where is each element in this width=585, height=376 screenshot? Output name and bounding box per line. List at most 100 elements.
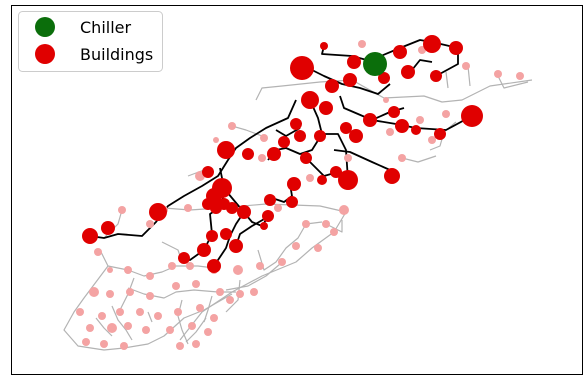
building-inactive bbox=[124, 266, 132, 274]
building-inactive bbox=[192, 340, 200, 348]
building-inactive bbox=[116, 308, 124, 316]
legend-chiller-label: Chiller bbox=[80, 18, 131, 37]
building-inactive bbox=[216, 288, 224, 296]
pipe-inactive bbox=[225, 263, 281, 291]
chiller-node bbox=[363, 52, 387, 76]
building-active bbox=[423, 35, 441, 53]
building-inactive bbox=[126, 288, 134, 296]
building-inactive bbox=[146, 220, 154, 228]
pipe-inactive bbox=[111, 305, 133, 341]
building-active bbox=[411, 125, 421, 135]
building-inactive bbox=[89, 287, 99, 297]
building-inactive bbox=[260, 134, 268, 142]
building-active bbox=[301, 91, 319, 109]
building-inactive bbox=[118, 206, 126, 214]
building-inactive bbox=[146, 272, 154, 280]
building-inactive bbox=[226, 296, 234, 304]
building-active bbox=[388, 106, 400, 118]
building-inactive bbox=[386, 128, 394, 136]
building-inactive bbox=[383, 97, 389, 103]
building-active bbox=[340, 122, 352, 134]
building-inactive bbox=[344, 154, 352, 162]
building-active bbox=[395, 119, 409, 133]
building-inactive bbox=[233, 265, 243, 275]
pipe-active bbox=[321, 45, 375, 63]
building-active bbox=[320, 42, 328, 50]
building-active bbox=[101, 221, 115, 235]
building-inactive bbox=[176, 342, 184, 350]
building-inactive bbox=[292, 242, 300, 250]
building-active bbox=[343, 73, 357, 87]
building-inactive bbox=[100, 340, 108, 348]
building-active bbox=[330, 166, 342, 178]
building-inactive bbox=[76, 308, 84, 316]
building-active bbox=[206, 230, 218, 242]
building-active bbox=[430, 70, 442, 82]
pipe-inactive bbox=[467, 65, 471, 87]
building-inactive bbox=[258, 154, 266, 162]
building-inactive bbox=[184, 204, 192, 212]
building-inactive bbox=[106, 290, 114, 298]
building-inactive bbox=[339, 205, 349, 215]
building-inactive bbox=[516, 72, 524, 80]
chiller-layer bbox=[363, 52, 387, 76]
building-active bbox=[317, 175, 327, 185]
building-inactive bbox=[172, 282, 180, 290]
pipe-inactive bbox=[95, 317, 113, 337]
pipe-inactive bbox=[63, 249, 233, 351]
building-inactive bbox=[166, 326, 174, 334]
legend-buildings-label: Buildings bbox=[80, 45, 153, 64]
building-active bbox=[207, 259, 221, 273]
building-inactive bbox=[196, 304, 204, 312]
building-active bbox=[237, 205, 251, 219]
building-inactive bbox=[236, 290, 244, 298]
building-inactive bbox=[494, 70, 502, 78]
building-active bbox=[149, 203, 167, 221]
building-inactive bbox=[146, 292, 154, 300]
building-active bbox=[325, 79, 339, 93]
building-inactive bbox=[142, 326, 150, 334]
building-active bbox=[378, 72, 390, 84]
building-inactive bbox=[213, 137, 219, 143]
pipe-inactive bbox=[225, 279, 241, 313]
building-inactive bbox=[86, 324, 94, 332]
building-inactive bbox=[188, 322, 196, 330]
building-active bbox=[349, 129, 363, 143]
building-active bbox=[197, 243, 211, 257]
pipe-active bbox=[89, 99, 297, 239]
legend: Chiller Buildings bbox=[18, 11, 163, 72]
building-inactive bbox=[462, 62, 470, 70]
building-active bbox=[287, 177, 301, 191]
legend-buildings-marker bbox=[35, 44, 55, 64]
building-active bbox=[260, 222, 268, 230]
building-inactive bbox=[168, 262, 176, 270]
building-inactive bbox=[192, 280, 200, 288]
building-active bbox=[290, 56, 314, 80]
building-active bbox=[229, 239, 243, 253]
building-active bbox=[393, 45, 407, 59]
building-active bbox=[226, 202, 238, 214]
building-inactive bbox=[228, 122, 236, 130]
building-inactive bbox=[154, 312, 162, 320]
building-inactive bbox=[107, 323, 117, 333]
building-inactive bbox=[358, 40, 366, 48]
building-inactive bbox=[398, 154, 406, 162]
building-inactive bbox=[306, 174, 314, 182]
building-inactive bbox=[330, 228, 338, 236]
building-active bbox=[262, 210, 274, 222]
building-inactive bbox=[107, 267, 113, 273]
pipe-inactive bbox=[325, 220, 343, 233]
pipe-inactive bbox=[177, 299, 189, 345]
building-inactive bbox=[302, 220, 310, 228]
building-active bbox=[461, 105, 483, 127]
building-inactive bbox=[442, 110, 450, 118]
building-active bbox=[278, 136, 290, 148]
building-inactive bbox=[204, 328, 212, 336]
building-inactive bbox=[174, 308, 182, 316]
building-active bbox=[300, 152, 312, 164]
building-inactive bbox=[322, 220, 330, 228]
building-active bbox=[347, 55, 361, 69]
building-active bbox=[264, 194, 276, 206]
pipe-active bbox=[275, 127, 301, 137]
building-active bbox=[338, 170, 358, 190]
